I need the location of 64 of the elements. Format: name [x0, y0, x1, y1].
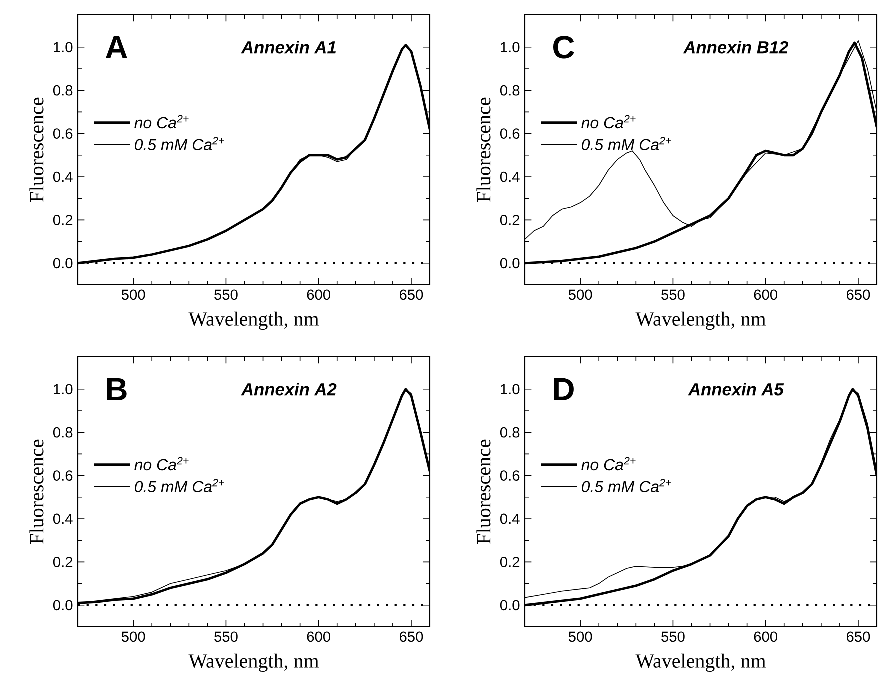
y-tick-label: 1.0	[54, 384, 73, 395]
y-tick-label: 0.2	[500, 557, 520, 568]
y-tick-label: 0.8	[500, 85, 520, 96]
y-axis-title: Fluorescence	[476, 440, 491, 544]
legend-label: 0.5 mM Ca$^{2+}$	[582, 137, 672, 151]
x-tick-label: 550	[214, 290, 238, 300]
annotation: A	[106, 36, 128, 58]
legend-label: no Ca$^{2+}$	[582, 457, 636, 471]
y-tick-label: 0.0	[53, 258, 73, 269]
legend-label: 0.5 mM Ca$^{2+}$	[135, 137, 224, 151]
x-tick-label: 550	[662, 290, 685, 300]
x-axis-title: Wavelength, nm	[188, 654, 319, 672]
y-tick-label: 0.0	[53, 600, 73, 611]
y-tick-label: 0.6	[53, 470, 73, 481]
x-tick-label: 500	[568, 632, 592, 642]
text: Annexin A1	[241, 41, 336, 54]
legend-label: no Ca$^{2+}$	[134, 457, 189, 471]
y-axis-title: Fluorescence	[476, 98, 491, 202]
y-tick-label: 1.0	[501, 42, 520, 53]
x-axis-title: Wavelength, nm	[636, 654, 766, 672]
y-tick-label: 1.0	[501, 384, 520, 395]
x-tick-label: 650	[400, 632, 424, 642]
legend-label: 0.5 mM Ca$^{2+}$	[582, 479, 672, 493]
y-tick-label: 1.0	[54, 42, 73, 53]
x-tick-label: 600	[307, 632, 330, 642]
text: Annexin A2	[241, 383, 337, 396]
x-tick-label: 650	[846, 632, 870, 642]
y-axis-title: Fluorescence	[30, 440, 44, 544]
x-tick-label: 550	[662, 632, 685, 642]
x-tick-label: 500	[568, 290, 592, 300]
y-tick-label: 0.8	[500, 427, 520, 438]
x-tick-label: 500	[122, 632, 146, 642]
y-tick-label: 0.8	[53, 427, 73, 438]
y-tick-label: 0.6	[500, 128, 520, 139]
y-tick-label: 0.0	[500, 258, 520, 269]
y-tick-label: 0.2	[53, 215, 73, 226]
text: Annexin A5	[688, 383, 784, 396]
x-tick-label: 600	[754, 290, 778, 300]
y-tick-label: 0.6	[53, 128, 73, 139]
y-tick-label: 0.2	[500, 215, 520, 226]
x-tick-label: 600	[754, 632, 778, 642]
annotation: B	[107, 378, 127, 400]
y-tick-label: 0.4	[53, 172, 73, 182]
x-axis-title: Wavelength, nm	[188, 312, 319, 330]
y-tick-label: 0.6	[500, 470, 520, 481]
annotation: C	[553, 36, 574, 59]
y-tick-label: 0.0	[500, 600, 520, 611]
legend-label: no Ca$^{2+}$	[582, 115, 636, 129]
text: Annexin B12	[683, 41, 789, 54]
legend-label: no Ca$^{2+}$	[134, 115, 189, 129]
y-tick-label: 0.2	[53, 557, 73, 568]
y-tick-label: 0.4	[53, 514, 73, 524]
y-tick-label: 0.4	[500, 514, 520, 524]
x-tick-label: 550	[214, 632, 238, 642]
y-tick-label: 0.4	[500, 172, 520, 182]
x-tick-label: 600	[307, 290, 330, 300]
y-axis-title: Fluorescence	[30, 98, 44, 202]
x-tick-label: 650	[846, 290, 870, 300]
annotation: D	[554, 378, 574, 400]
legend-label: 0.5 mM Ca$^{2+}$	[135, 479, 224, 493]
y-tick-label: 0.8	[53, 85, 73, 96]
x-tick-label: 500	[122, 290, 146, 300]
x-tick-label: 650	[400, 290, 424, 300]
x-axis-title: Wavelength, nm	[636, 312, 766, 330]
